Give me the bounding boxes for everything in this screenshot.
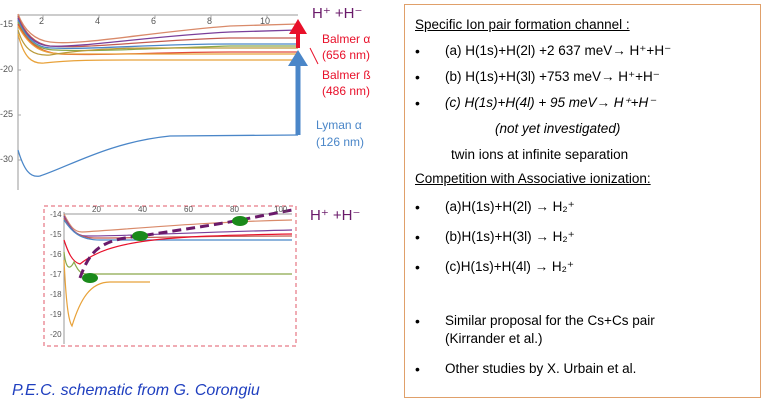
top-x-tick: 6: [151, 16, 157, 26]
bottom-x-tick: 40: [138, 205, 147, 214]
lyman-alpha-label: Lyman α: [316, 118, 362, 132]
curve-4: [17, 19, 298, 50]
bullet: •: [415, 361, 420, 377]
assoc-item-c: (c)H(1s)+H(4l) → H₂⁺: [445, 259, 574, 274]
bcurve-7: [63, 259, 150, 328]
top-products-label: H⁺ +H⁻: [312, 5, 363, 22]
bottom-y-tick: -17: [50, 270, 62, 279]
curve-1: [17, 13, 299, 44]
cs-proposal: Similar proposal for the Cs+Cs pair: [445, 313, 655, 328]
bottom-y-tick: -15: [50, 230, 62, 239]
bullet: •: [415, 259, 420, 275]
green-marker-3: [232, 216, 248, 226]
cs-proposal-ref: (Kirrander et al.): [445, 331, 543, 346]
bcurve-6: [63, 251, 292, 275]
bottom-products-label: H⁺ +H⁻: [310, 207, 361, 224]
curve-2: [17, 15, 298, 48]
curve-ground: [17, 134, 299, 177]
ion-pair-item-a: (a) H(1s)+H(2l) +2 637 meV→ H⁺+H⁻: [445, 43, 672, 58]
balmer-beta-wavelength: (486 nm): [322, 84, 371, 98]
bullet: •: [415, 95, 420, 111]
bottom-x-tick: 60: [184, 205, 193, 214]
top-x-tick: 4: [95, 16, 101, 26]
bottom-y-tick: -19: [50, 310, 62, 319]
bottom-x-tick: 20: [92, 205, 101, 214]
curve-7: [17, 25, 298, 55]
ion-pair-item-b: (b) H(1s)+H(3l) +753 meV→ H⁺+H⁻: [445, 69, 660, 84]
green-marker-2: [132, 231, 148, 241]
assoc-item-a: (a)H(1s)+H(2l) → H₂⁺: [445, 199, 575, 214]
bullet: •: [415, 313, 420, 329]
balmer-arrowhead: [289, 19, 307, 34]
ion-pair-item-c: (c) H(1s)+H(4l) + 95 meV→ H⁺+H⁻: [445, 95, 656, 110]
bottom-y-tick: -16: [50, 250, 62, 259]
top-x-tick: 2: [39, 16, 45, 26]
balmer-pointer: [309, 47, 319, 65]
bottom-plot-frame: [43, 205, 297, 347]
top-y-tick: -20: [0, 64, 14, 74]
other-studies: Other studies by X. Urbain et al.: [445, 361, 637, 376]
top-x-tick: 8: [207, 16, 213, 26]
bottom-x-tick: 100: [274, 205, 288, 214]
top-y-tick: -30: [0, 154, 14, 164]
bcurve-2: [63, 215, 293, 237]
heading-ion-pair: Specific Ion pair formation channel :: [415, 17, 630, 32]
bottom-y-tick: -20: [50, 330, 62, 339]
credit-caption: P.E.C. schematic from G. Corongiu: [12, 382, 260, 399]
balmer-beta-label: Balmer ß: [322, 68, 371, 82]
green-marker-1: [82, 273, 98, 283]
bullet: •: [415, 199, 420, 215]
potential-energy-plots: [17, 13, 319, 347]
not-investigated-note: (not yet investigated): [495, 121, 621, 136]
top-y-tick: -25: [0, 109, 14, 119]
curve-3: [17, 17, 299, 47]
purple-dashed-path: [78, 208, 293, 279]
bottom-y-tick: -18: [50, 290, 62, 299]
curve-9: [17, 33, 298, 64]
heading-associative: Competition with Associative ionization:: [415, 171, 651, 186]
balmer-alpha-wavelength: (656 nm): [322, 48, 371, 62]
bullet: •: [415, 69, 420, 85]
bottom-y-tick: -14: [50, 210, 62, 219]
curve-8: [17, 29, 298, 56]
bullet: •: [415, 229, 420, 245]
lyman-arrowhead: [288, 50, 308, 66]
top-y-tick: -15: [0, 19, 14, 29]
bullet: •: [415, 43, 420, 59]
balmer-alpha-label: Balmer α: [322, 32, 371, 46]
bottom-plot: [43, 205, 297, 347]
bcurve-5: [63, 233, 293, 265]
twin-ions-note: twin ions at infinite separation: [451, 147, 629, 162]
lyman-alpha-wavelength: (126 nm): [316, 135, 365, 149]
top-plot: [17, 13, 319, 190]
bcurve-4: [63, 219, 292, 241]
top-x-tick: 10: [260, 16, 271, 26]
info-box: Specific Ion pair formation channel : • …: [404, 4, 761, 398]
bottom-x-tick: 80: [230, 205, 239, 214]
assoc-item-b: (b)H(1s)+H(3l) → H₂⁺: [445, 229, 575, 244]
